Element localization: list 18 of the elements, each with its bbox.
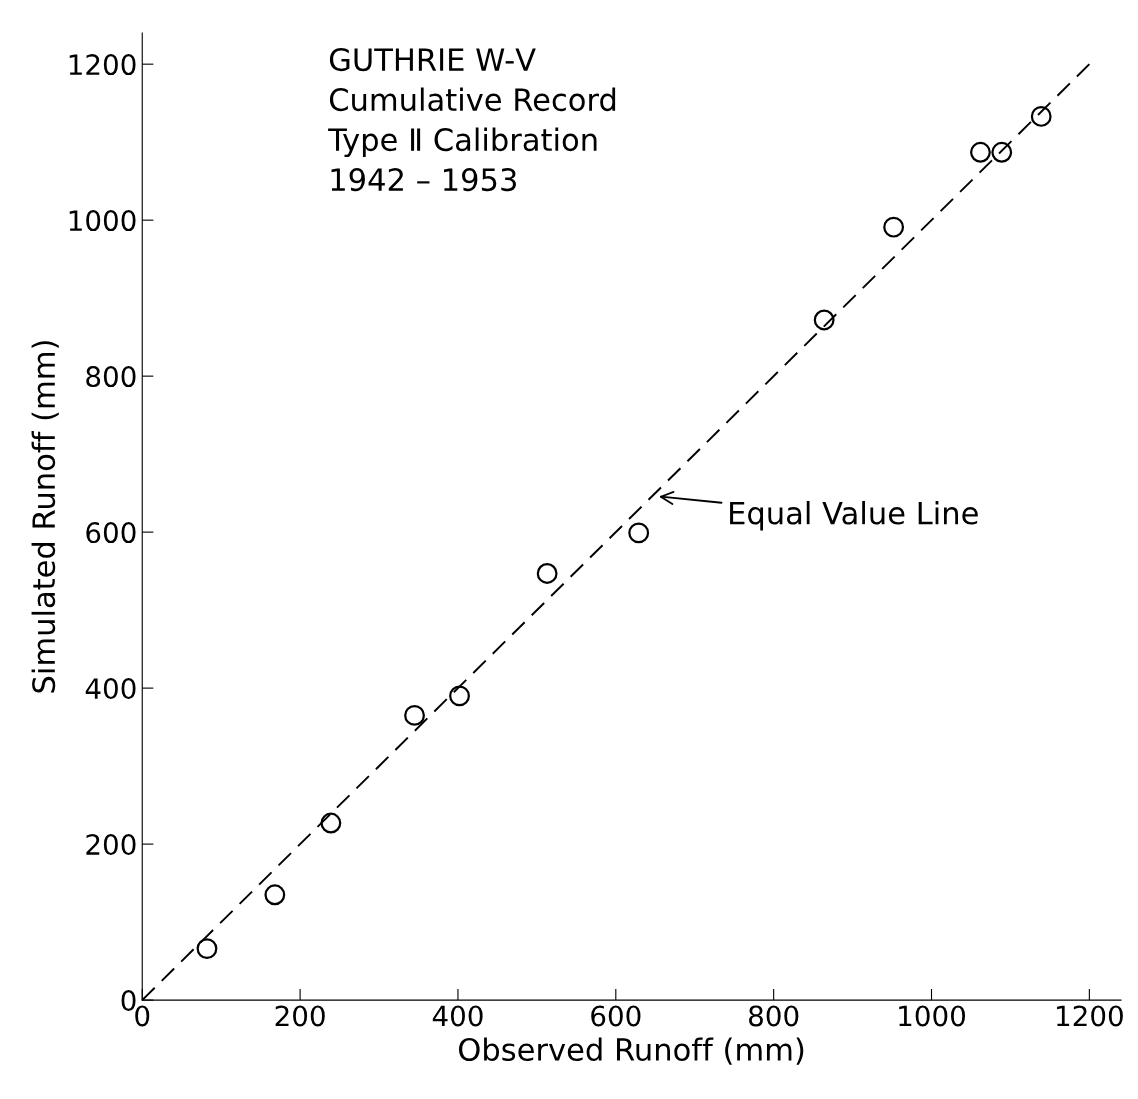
annotation: Equal Value Line bbox=[730, 500, 978, 531]
y-tick-label: 1000 bbox=[69, 210, 136, 232]
y-tick-label: 1200 bbox=[69, 54, 136, 76]
x-tick-label: 200 bbox=[275, 1005, 325, 1027]
x-tick-label: 400 bbox=[432, 1005, 483, 1027]
x-tick-label: 0 bbox=[135, 1005, 150, 1027]
y-tick-label: 800 bbox=[86, 366, 136, 388]
x-tick-label: 1200 bbox=[1057, 1005, 1123, 1027]
x-tick-label: 600 bbox=[591, 1005, 641, 1027]
y-tick-label: 400 bbox=[85, 678, 136, 700]
x-tick-label: 1000 bbox=[899, 1005, 966, 1027]
y-tick-label: 200 bbox=[86, 834, 136, 856]
x-tick-label: 800 bbox=[749, 1005, 799, 1027]
y-axis-title: Simulated Runoff (mm) bbox=[31, 341, 59, 693]
x-axis-title: Observed Runoff (mm) bbox=[459, 1037, 804, 1065]
y-tick-label: 600 bbox=[86, 522, 136, 544]
text: GUTHRIE W-Ⅴ Cumulative Record Type Ⅱ Calibration 1942 – 1953 bbox=[328, 48, 616, 192]
y-tick-label: 0 bbox=[121, 990, 136, 1012]
